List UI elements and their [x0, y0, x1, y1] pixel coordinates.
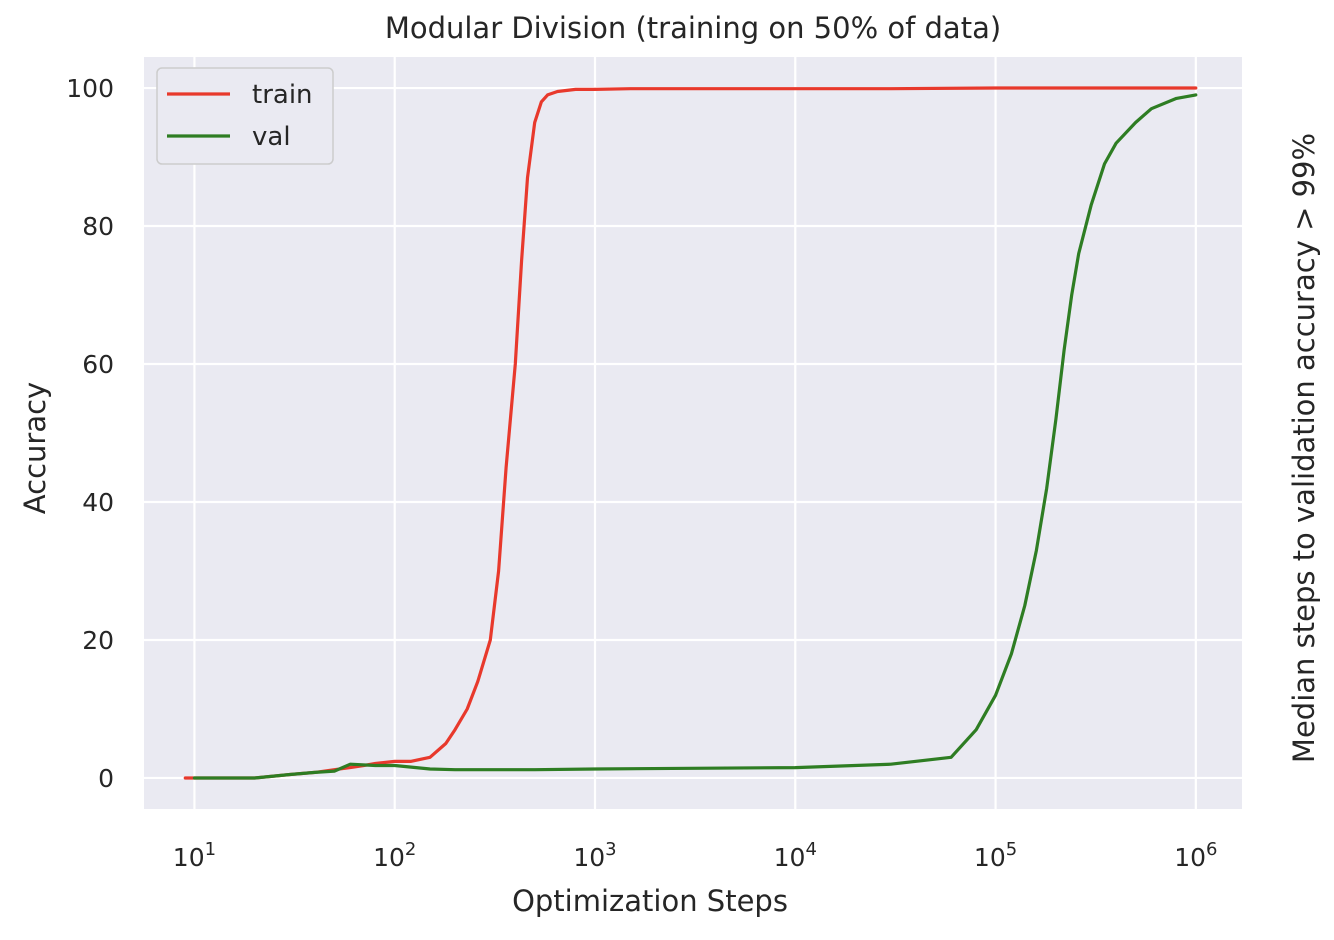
- y-tick-label: 80: [82, 212, 114, 241]
- x-tick-labels: 101 102 103 104 105 106: [173, 839, 1218, 872]
- x-tick-label: 102: [373, 839, 416, 872]
- x-tick-label: 106: [1174, 839, 1217, 872]
- series-lines: [183, 86, 1198, 780]
- y-tick-label: 20: [82, 626, 114, 655]
- x-tick-label: 105: [974, 839, 1017, 872]
- series-line-val: [192, 93, 1198, 780]
- y-tick-label: 100: [66, 74, 114, 103]
- series-line-train: [183, 86, 1198, 780]
- x-gridlines: [193, 57, 1197, 809]
- x-tick-label: 103: [573, 839, 616, 872]
- legend-train-label: train: [252, 80, 313, 110]
- y-axis-label-right: Median steps to validation accuracy > 99…: [1287, 133, 1321, 763]
- chart-title: Modular Division (training on 50% of dat…: [385, 11, 1001, 45]
- y-tick-label: 60: [82, 350, 114, 379]
- x-tick-label: 104: [774, 839, 817, 872]
- y-tick-label: 40: [82, 488, 114, 517]
- legend-box: [156, 67, 334, 165]
- plot-area: [144, 57, 1242, 809]
- y-tick-label: 0: [98, 764, 114, 793]
- legend: train val: [156, 67, 334, 165]
- y-tick-labels: 0 20 40 60 80 100: [66, 74, 114, 793]
- x-axis-label: Optimization Steps: [512, 884, 788, 918]
- y-axis-label: Accuracy: [18, 382, 52, 514]
- x-tick-label: 101: [173, 839, 216, 872]
- legend-val-label: val: [252, 122, 291, 152]
